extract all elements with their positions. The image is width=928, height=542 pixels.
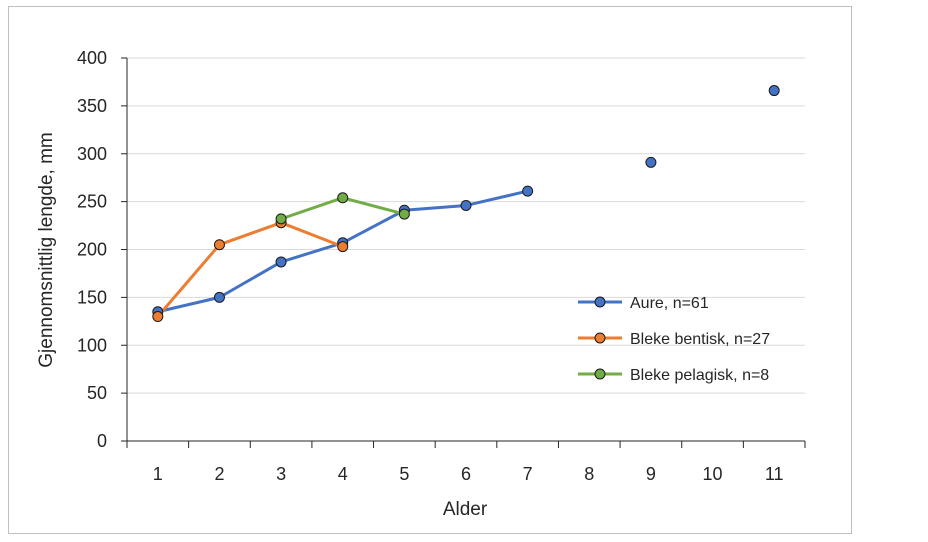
x-tick-label: 3 [276,464,286,484]
legend-label: Bleke bentisk, n=27 [630,331,770,348]
series-1-point [275,256,287,268]
y-tick-label: 150 [77,287,107,307]
x-tick-label: 7 [523,464,533,484]
x-tick-label: 5 [399,464,409,484]
y-tick-label: 300 [77,144,107,164]
x-tick-labels: 1 2 3 4 5 6 7 8 9 10 11 [153,464,784,484]
series-2-point [152,311,164,323]
series-1-point [768,85,780,97]
series-1-point [522,185,534,197]
y-axis-title: Gjennomsnittlig lengde, mm [36,132,57,368]
x-tick-label: 9 [646,464,656,484]
legend-label: Aure, n=61 [630,295,709,312]
legend-marker [594,332,606,344]
series-2-point [337,241,349,253]
x-tick-label: 2 [214,464,224,484]
series-1-point [460,199,472,211]
legend-label: Bleke pelagisk, n=8 [630,367,769,384]
y-tick-label: 250 [77,192,107,212]
x-tick-label: 8 [584,464,594,484]
legend-marker [594,296,606,308]
y-tick-label: 200 [77,240,107,260]
axes [121,57,806,448]
y-tick-label: 100 [77,335,107,355]
series-1-point [645,156,657,168]
series-2-line [156,221,345,319]
y-tick-labels: 0 50 100 150 200 250 300 350 400 [77,48,107,451]
x-tick-label: 11 [765,464,784,484]
chart-frame [8,6,852,534]
series-3-point [398,208,410,220]
series-3-point [275,213,287,225]
series-markers [152,85,780,323]
x-tick-label: 6 [461,464,471,484]
y-tick-label: 400 [77,48,107,68]
legend-marker [594,368,606,380]
y-tick-label: 50 [87,383,107,403]
series-1-point [213,291,225,303]
series-2-point [213,239,225,251]
x-tick-label: 10 [703,464,723,484]
x-axis-title: Alder [443,499,488,520]
y-tick-label: 350 [77,96,107,116]
series-3-point [337,192,349,204]
x-tick-label: 4 [338,464,348,484]
legend: Aure, n=61 Bleke bentisk, n=27 Bleke pelag… [578,295,770,384]
y-tick-label: 0 [97,431,107,451]
x-tick-label: 1 [153,464,163,484]
